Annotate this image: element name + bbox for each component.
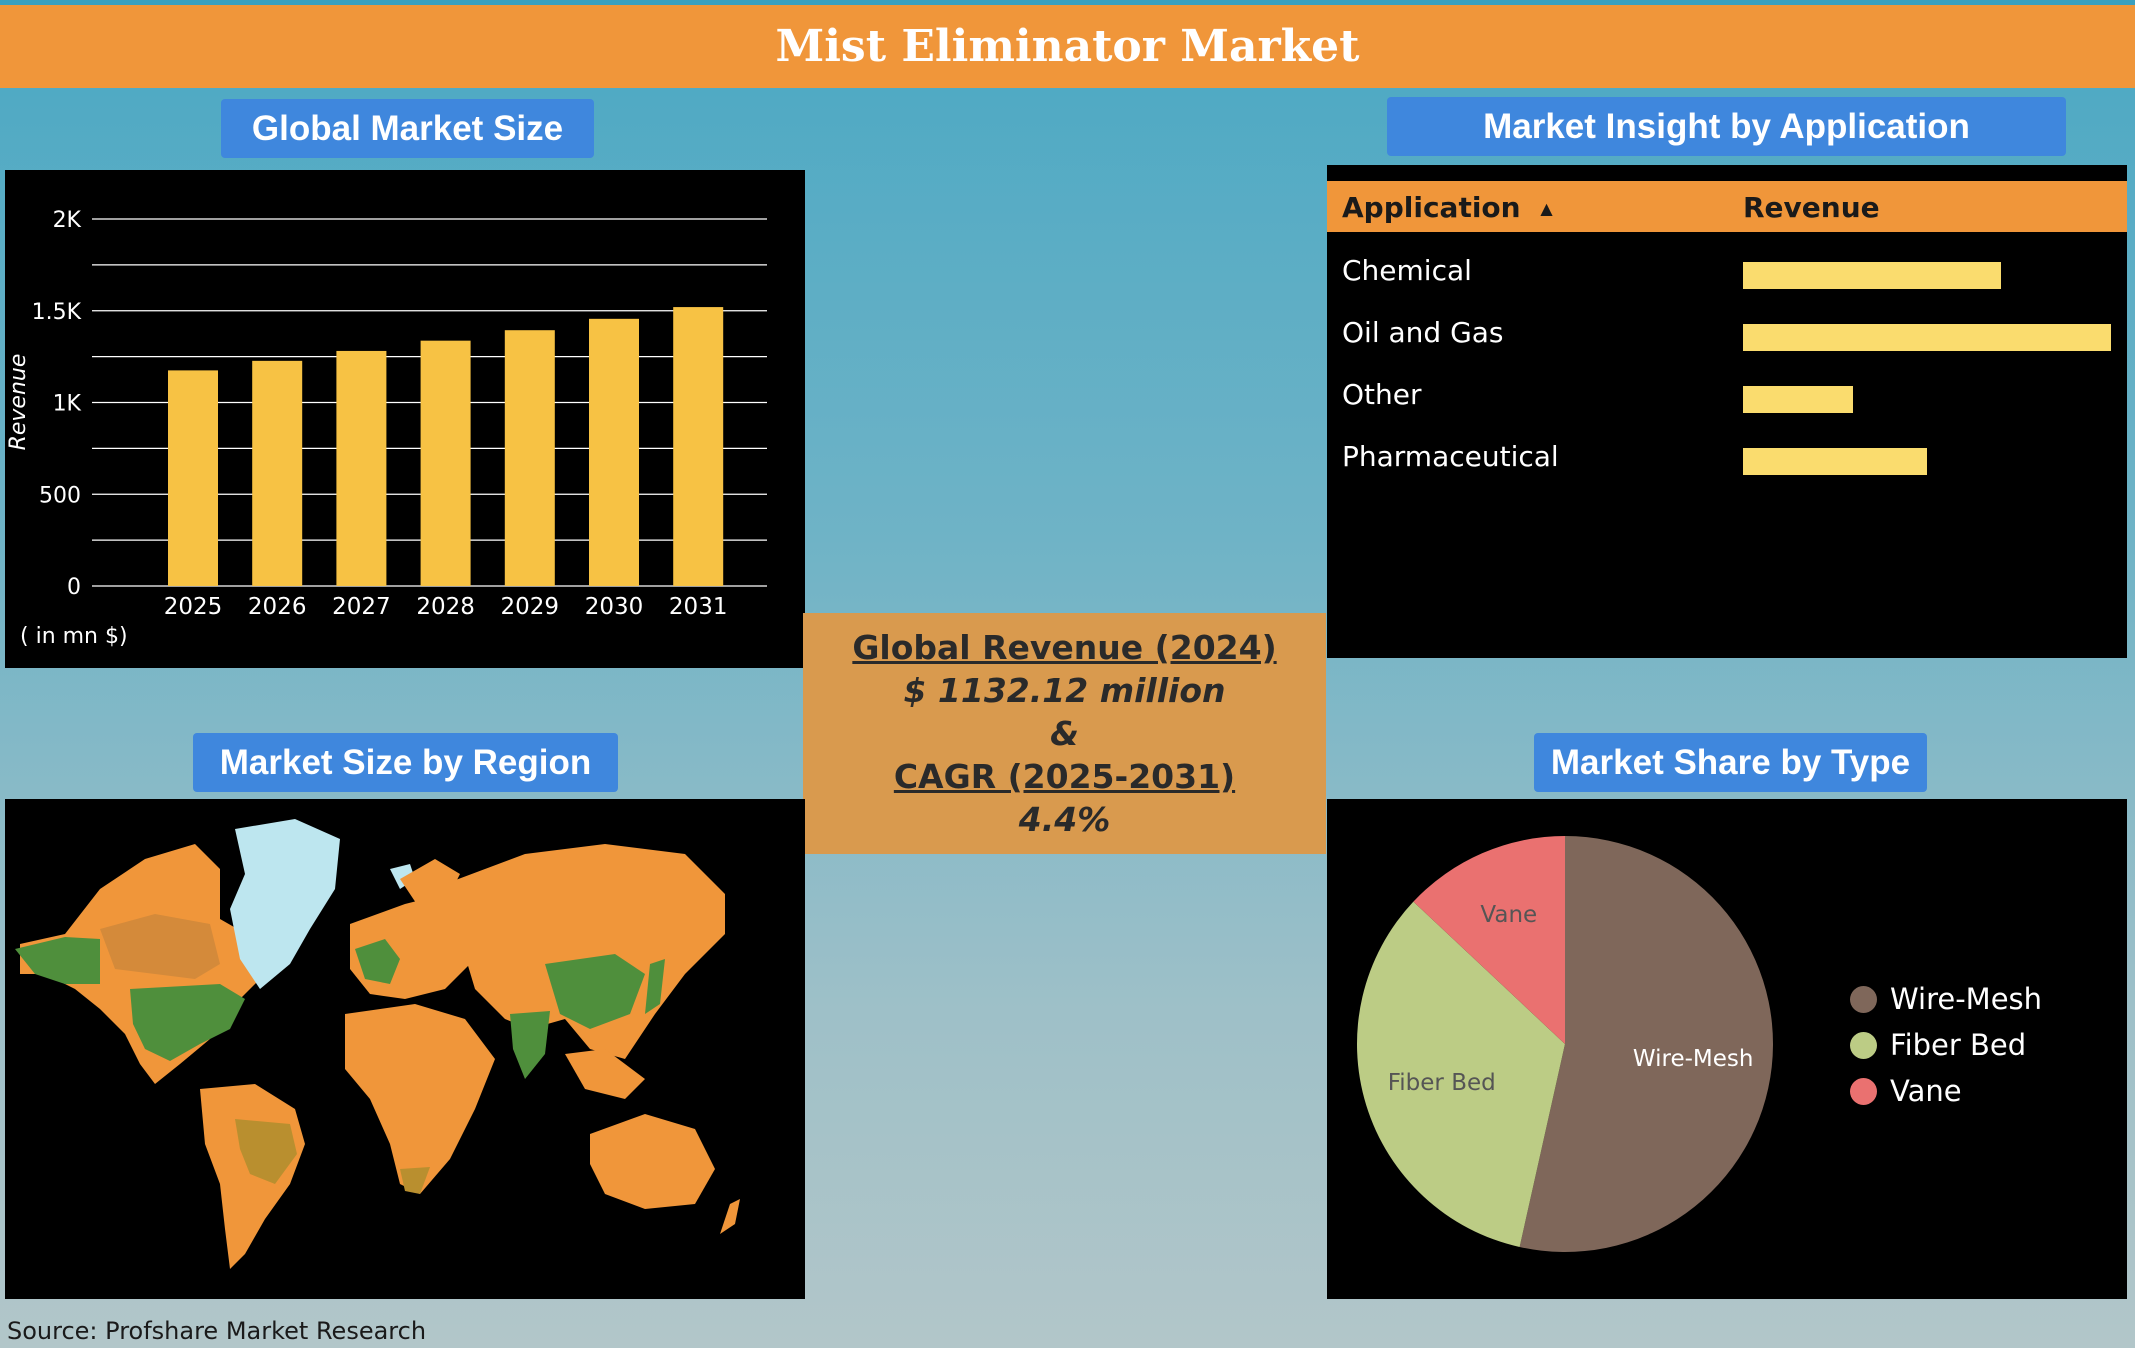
map-south-america <box>200 1084 305 1269</box>
bar-2026[interactable] <box>252 360 303 586</box>
map-europe-green <box>355 939 400 984</box>
x-tick-label: 2029 <box>501 594 560 620</box>
map-scandinavia <box>400 859 460 909</box>
application-label: Other <box>1342 378 1422 411</box>
source-note: Source: Profshare Market Research <box>7 1317 427 1345</box>
application-row[interactable]: Other <box>1327 370 2127 430</box>
bar-chart-bars <box>168 307 724 586</box>
section-label-text: Market Size by Region <box>219 742 592 782</box>
map-australia <box>590 1114 715 1209</box>
x-tick-label: 2027 <box>332 594 391 620</box>
map-india <box>510 1011 550 1079</box>
x-tick-label: 2028 <box>416 594 475 620</box>
bar-chart-unit-note: ( in mn $) <box>20 624 128 649</box>
bar-2029[interactable] <box>504 330 555 586</box>
application-row[interactable]: Oil and Gas <box>1327 308 2127 368</box>
x-tick-label: 2030 <box>585 594 644 620</box>
legend-swatch <box>1850 1031 1877 1059</box>
section-label-text: Global Market Size <box>251 108 564 148</box>
pie-slice-vane[interactable] <box>1413 836 1565 1044</box>
application-revenue-bar <box>1743 386 1854 413</box>
bar-chart-panel: 0 500 1K 1.5K 2K 2025 2026 2027 2028 2029 2030 203… <box>5 170 805 668</box>
ampersand: & <box>1050 714 1079 753</box>
bar-2028[interactable] <box>420 340 471 586</box>
bar-2031[interactable] <box>673 307 724 586</box>
map-china <box>545 954 645 1029</box>
section-label-global-market-size: Global Market Size <box>221 99 594 158</box>
application-label: Pharmaceutical <box>1342 440 1559 473</box>
map-africa <box>345 1004 495 1194</box>
y-tick-label: 500 <box>39 483 81 508</box>
legend-label: Fiber Bed <box>1890 1028 2027 1062</box>
bar-2025[interactable] <box>168 370 218 586</box>
pie-slice-wire-mesh[interactable] <box>1519 836 1773 1252</box>
application-label: Oil and Gas <box>1342 316 1504 349</box>
map-new-zealand <box>720 1199 740 1234</box>
legend-swatch <box>1850 985 1877 1013</box>
pie-chart-panel: Wire-Mesh Fiber Bed Vane <box>1327 799 2127 1299</box>
map-alaska <box>15 937 100 984</box>
map-canada-olive <box>100 914 220 979</box>
map-japan <box>645 959 665 1014</box>
section-label-text: Market Share by Type <box>1550 742 1911 782</box>
legend-label: Vane <box>1890 1074 1962 1108</box>
column-header-application-label: Application <box>1342 191 1521 224</box>
bar-2027[interactable] <box>336 350 387 586</box>
bar-chart-x-ticks: 2025 2026 2027 2028 2029 2030 2031 <box>164 594 728 620</box>
revenue-value: $ 1132.12 million <box>903 671 1226 710</box>
pie-slice-fiber bed[interactable] <box>1357 901 1565 1247</box>
y-tick-label: 0 <box>67 575 81 600</box>
y-tick-label: 2K <box>53 208 82 233</box>
legend-item[interactable]: Fiber Bed <box>1850 1028 2026 1062</box>
application-row[interactable]: Chemical <box>1327 246 2127 306</box>
global-revenue-box: Global Revenue (2024) $ 1132.12 million … <box>803 613 1326 854</box>
pie-slice-label: Fiber Bed <box>1388 1070 1496 1096</box>
map-asia <box>445 844 725 1059</box>
world-map <box>15 819 740 1269</box>
column-header-revenue[interactable]: Revenue <box>1743 191 1880 224</box>
legend-item[interactable]: Wire-Mesh <box>1850 982 2042 1016</box>
page-title: Mist Eliminator Market <box>775 21 1360 72</box>
pie-chart: Wire-Mesh Fiber Bed Vane <box>1357 836 1773 1252</box>
legend-label: Wire-Mesh <box>1890 982 2043 1016</box>
cagr-value: 4.4% <box>1018 800 1111 839</box>
world-map-panel <box>5 799 805 1299</box>
cagr-label: CAGR (2025-2031) <box>893 757 1236 796</box>
section-label-market-type: Market Share by Type <box>1534 733 1927 792</box>
section-label-market-insight: Market Insight by Application <box>1387 97 2066 156</box>
bar-chart-y-ticks: 0 500 1K 1.5K 2K <box>32 208 82 600</box>
pie-slice-label: Vane <box>1480 902 1537 928</box>
map-greenland <box>230 819 340 989</box>
legend-item[interactable]: Vane <box>1850 1074 1962 1108</box>
legend-swatch <box>1850 1077 1877 1105</box>
application-revenue-bar <box>1743 324 2111 351</box>
bar-chart: 0 500 1K 1.5K 2K 2025 2026 2027 2028 2029 2030 203… <box>6 208 767 649</box>
application-table-header: Application ▲ Revenue <box>1327 181 2127 232</box>
column-header-application[interactable]: Application ▲ <box>1342 191 1553 224</box>
application-revenue-bar <box>1743 262 2001 289</box>
pie-slice-label: Wire-Mesh <box>1633 1046 1754 1072</box>
x-tick-label: 2031 <box>669 594 728 620</box>
section-label-market-region: Market Size by Region <box>193 733 618 792</box>
application-revenue-bar <box>1743 448 1927 475</box>
title-banner: Mist Eliminator Market <box>0 5 2135 88</box>
x-tick-label: 2025 <box>164 594 223 620</box>
y-tick-label: 1.5K <box>32 300 82 325</box>
map-south-africa <box>400 1167 430 1194</box>
top-accent-line <box>0 0 2135 5</box>
application-table: Application ▲ Revenue Chemical Oil and Ga… <box>1327 165 2127 658</box>
map-southeast-asia <box>565 1049 645 1099</box>
revenue-label: Global Revenue (2024) <box>852 628 1277 667</box>
section-label-text: Market Insight by Application <box>1483 106 1970 146</box>
sort-ascending-icon: ▲ <box>1540 199 1553 218</box>
y-tick-label: 1K <box>53 392 82 417</box>
map-usa <box>130 984 245 1061</box>
map-brazil <box>235 1119 297 1184</box>
bar-2030[interactable] <box>589 318 639 586</box>
x-tick-label: 2026 <box>248 594 307 620</box>
application-label: Chemical <box>1342 254 1472 287</box>
bar-chart-ylabel: Revenue <box>6 354 31 451</box>
application-row[interactable]: Pharmaceutical <box>1327 432 2127 492</box>
